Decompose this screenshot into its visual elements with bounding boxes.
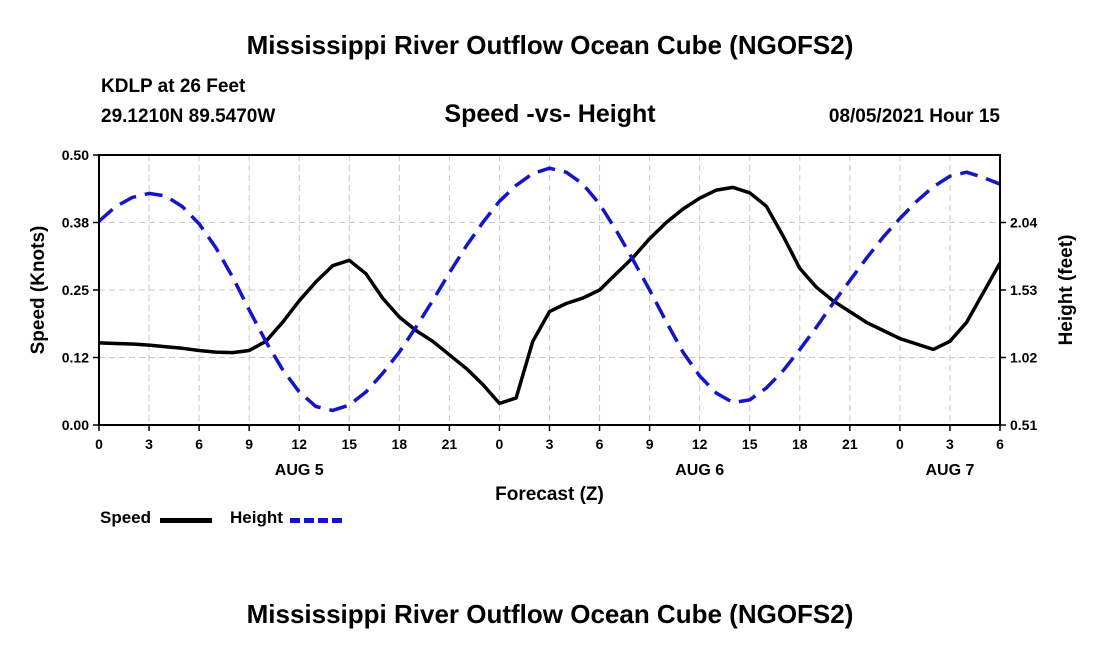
y-tick-label: 0.50 (62, 147, 89, 163)
day-label: AUG 5 (275, 462, 324, 479)
y2-tick-label: 1.02 (1010, 350, 1037, 366)
x-tick-label: 6 (996, 436, 1004, 452)
x-tick-label: 12 (692, 436, 708, 452)
day-label: AUG 7 (925, 462, 974, 479)
x-tick-label: 21 (442, 436, 458, 452)
y-tick-label: 0.12 (62, 350, 89, 366)
chart-title-text: Speed -vs- Height (444, 100, 656, 128)
y-tick-label: 0.00 (62, 417, 89, 433)
chart-title: Speed -vs- Height (0, 100, 1100, 129)
legend-speed-swatch (160, 518, 212, 523)
y-tick-label: 0.25 (62, 282, 89, 298)
x-tick-label: 3 (946, 436, 954, 452)
x-tick-label: 9 (646, 436, 654, 452)
x-tick-label: 15 (742, 436, 758, 452)
x-tick-label: 6 (195, 436, 203, 452)
day-label: AUG 6 (675, 462, 724, 479)
x-axis-title: Forecast (Z) (495, 484, 604, 505)
y2-tick-label: 0.51 (1010, 417, 1037, 433)
legend-height-label: Height (230, 508, 283, 527)
x-tick-label: 0 (896, 436, 904, 452)
series-line-height (97, 166, 1001, 413)
x-tick-label: 3 (546, 436, 554, 452)
station-label: KDLP at 26 Feet (101, 76, 246, 97)
x-tick-label: 21 (842, 436, 858, 452)
footer-title: Mississippi River Outflow Ocean Cube (NG… (246, 599, 854, 629)
x-tick-label: 0 (95, 436, 103, 452)
x-tick-label: 18 (792, 436, 808, 452)
legend-height-swatch (290, 518, 342, 523)
series-line-speed (98, 185, 1002, 406)
x-tick-label: 9 (245, 436, 253, 452)
x-tick-label: 18 (392, 436, 408, 452)
y2-tick-label: 1.53 (1010, 282, 1037, 298)
y-tick-label: 0.38 (62, 215, 89, 231)
main-title: Mississippi River Outflow Ocean Cube (NG… (246, 30, 854, 60)
x-tick-label: 0 (496, 436, 504, 452)
x-tick-label: 12 (291, 436, 307, 452)
station-coordinates: 29.1210N 89.5470W (101, 106, 276, 127)
x-tick-label: 15 (341, 436, 357, 452)
y2-axis-title: Height (feet) (1056, 235, 1077, 346)
x-tick-label: 3 (145, 436, 153, 452)
forecast-datetime: 08/05/2021 Hour 15 (828, 106, 1000, 127)
y-axis-title: Speed (Knots) (28, 226, 49, 355)
x-tick-label: 6 (596, 436, 604, 452)
legend-speed-label: Speed (100, 508, 152, 527)
y2-tick-label: 2.04 (1010, 215, 1037, 231)
